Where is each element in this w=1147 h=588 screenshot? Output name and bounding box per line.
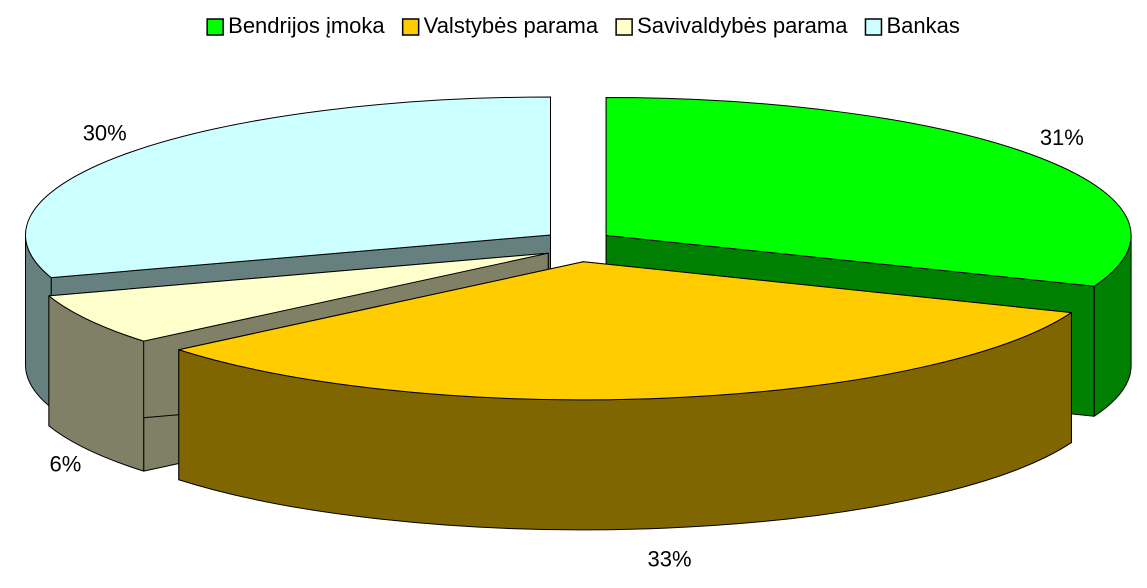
data-label: 30% <box>83 120 127 145</box>
data-label: 33% <box>647 546 691 571</box>
legend-swatch <box>206 18 224 36</box>
legend-label: Savivaldybės parama <box>637 13 848 38</box>
legend-swatch <box>864 18 883 36</box>
legend-swatch <box>615 18 633 36</box>
legend-swatch <box>401 18 420 36</box>
slice <box>178 261 1072 401</box>
data-label: 6% <box>49 451 81 476</box>
data-label: 31% <box>1040 125 1084 150</box>
slice <box>25 96 551 279</box>
legend-label: Bankas <box>886 13 959 38</box>
legend-label: Bendrijos įmoka <box>228 13 385 38</box>
legend-label: Valstybės parama <box>424 13 599 38</box>
slice <box>48 252 549 342</box>
slice <box>605 96 1132 287</box>
